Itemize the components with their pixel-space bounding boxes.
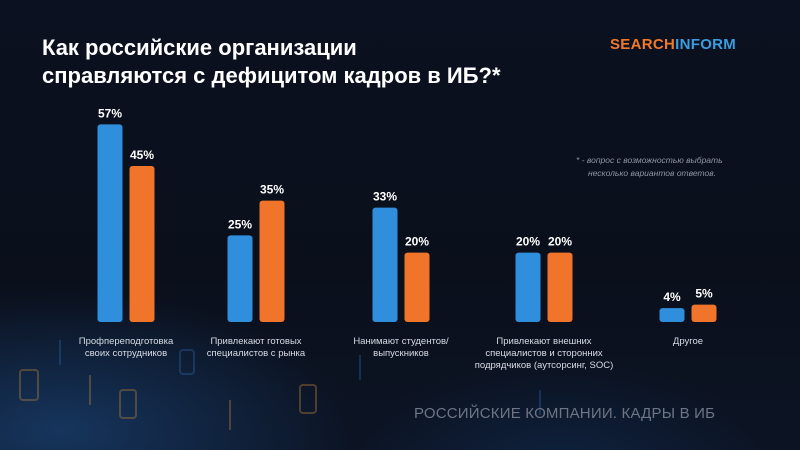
footer-caption: РОССИЙСКИЕ КОМПАНИИ. КАДРЫ В ИБ (414, 405, 716, 422)
bar-blue-2 (227, 235, 253, 322)
category-label-2-line-2: специалистов с рынка (207, 348, 306, 359)
data-label-blue-3: 33% (373, 190, 397, 204)
category-label-3-line-2: выпускников (373, 348, 429, 359)
category-label-2-line-1: Привлекают готовых (210, 336, 301, 347)
bar-blue-5 (659, 308, 685, 322)
data-label-orange-4: 20% (548, 235, 572, 249)
bar-orange-4 (547, 252, 573, 322)
bar-blue-4 (515, 252, 541, 322)
page-title: Как российские организации справляются с… (42, 34, 562, 90)
bar-orange-1 (129, 166, 155, 322)
bar-blue-1 (97, 124, 123, 323)
footnote-line-1: * - вопрос с возможностью выбрать (576, 155, 723, 165)
bar-blue-3 (372, 207, 398, 322)
bar-orange-5 (691, 304, 717, 322)
brand-logo: SEARCHINFORM (610, 36, 736, 53)
category-label-5-line-1: Другое (673, 336, 703, 347)
logo-part-search: SEARCH (610, 36, 676, 53)
footnote-line-2: несколько вариантов ответов. (588, 168, 717, 178)
category-label-3-line-1: Нанимают студентов/ (353, 336, 449, 347)
category-label-4-line-2: специалистов и сторонних (485, 348, 603, 359)
footnote: * - вопрос с возможностью выбрать нескол… (576, 154, 776, 180)
data-label-orange-2: 35% (260, 183, 284, 197)
data-label-blue-1: 57% (98, 106, 122, 120)
data-label-orange-5: 5% (695, 287, 713, 301)
category-label-1-line-2: своих сотрудников (85, 348, 167, 359)
background-digits-decoration (19, 340, 541, 430)
data-label-orange-1: 45% (130, 148, 154, 162)
data-label-blue-5: 4% (663, 290, 681, 304)
category-label-4-line-1: Привлекают внешних (496, 336, 591, 347)
category-label-4-line-3: подрядчиков (аутсорсинг, SOC) (475, 360, 614, 371)
category-label-1-line-1: Профпереподготовка (79, 336, 174, 347)
title-line-2: справляются с дефицитом кадров в ИБ?* (42, 63, 501, 88)
bar-orange-3 (404, 252, 430, 322)
data-label-blue-4: 20% (516, 235, 540, 249)
data-label-blue-2: 25% (228, 217, 252, 231)
data-label-orange-3: 20% (405, 235, 429, 249)
title-line-1: Как российские организации (42, 35, 357, 60)
bar-orange-2 (259, 200, 285, 322)
logo-part-inform: INFORM (675, 36, 737, 53)
